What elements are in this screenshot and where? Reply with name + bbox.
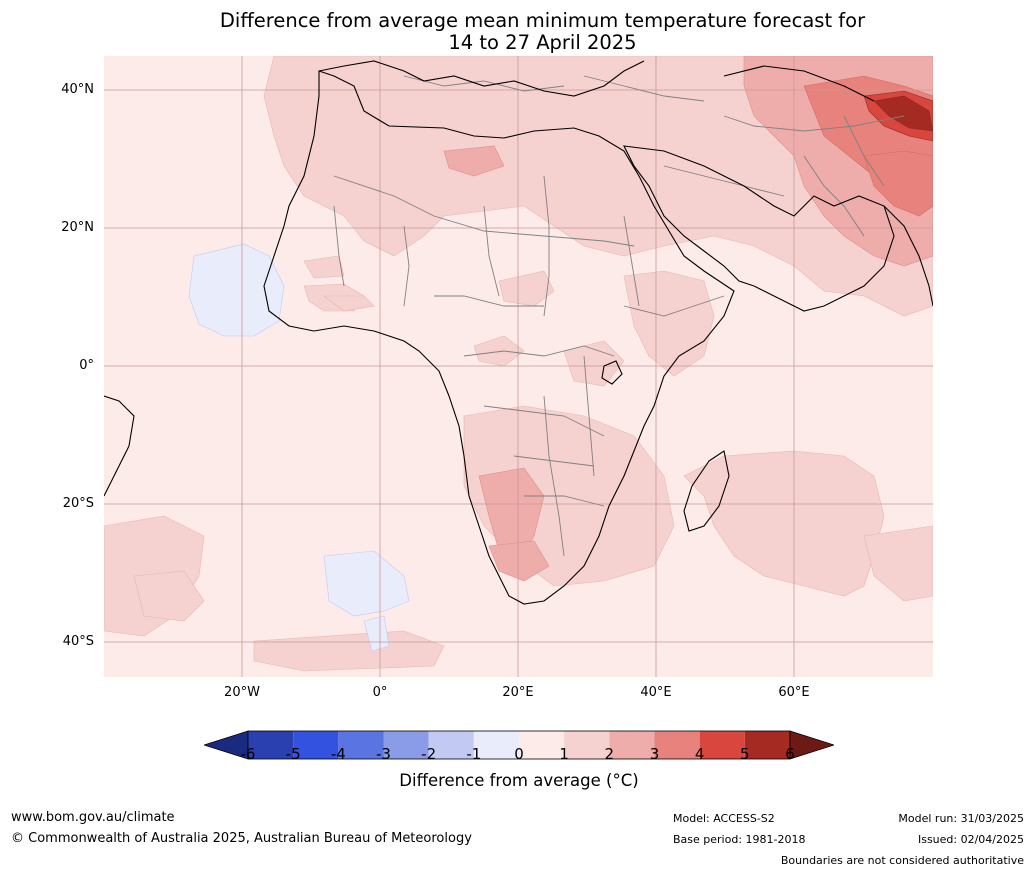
lon-label-20e: 20°E bbox=[502, 685, 534, 700]
colorbar-tick-label: -2 bbox=[421, 745, 437, 763]
colorbar-bin bbox=[564, 731, 610, 759]
footer-website: www.bom.gov.au/climate bbox=[11, 810, 175, 825]
colorbar bbox=[204, 730, 834, 760]
colorbar-bin bbox=[744, 731, 790, 759]
lat-label-0: 0° bbox=[79, 358, 94, 373]
lon-label-40e: 40°E bbox=[640, 685, 672, 700]
lon-label-20w: 20°W bbox=[224, 685, 260, 700]
graticule bbox=[104, 56, 933, 677]
map-panel bbox=[104, 56, 933, 677]
lat-label-40s: 40°S bbox=[62, 634, 94, 649]
colorbar-bin bbox=[519, 731, 565, 759]
colorbar-tick-label: 2 bbox=[604, 745, 615, 763]
colorbar-tick-label: 1 bbox=[559, 745, 569, 763]
footer-model-run: Model run: 31/03/2025 bbox=[898, 812, 1024, 825]
colorbar-bin bbox=[293, 731, 339, 759]
colorbar-tick-label: 4 bbox=[694, 745, 705, 763]
title-line-2: 14 to 27 April 2025 bbox=[448, 31, 637, 54]
colorbar-bin bbox=[654, 731, 700, 759]
colorbar-bin bbox=[428, 731, 474, 759]
colorbar-bin bbox=[248, 731, 294, 759]
lon-label-0: 0° bbox=[372, 685, 388, 700]
lat-label-40n: 40°N bbox=[61, 82, 94, 97]
colorbar-bin bbox=[473, 731, 519, 759]
colorbar-bin bbox=[383, 731, 429, 759]
coastlines bbox=[104, 60, 933, 605]
colorbar-label: Difference from average (°C) bbox=[399, 771, 639, 790]
colorbar-tick-label: -5 bbox=[285, 745, 301, 763]
country-borders bbox=[333, 75, 905, 557]
colorbar-bin bbox=[338, 731, 384, 759]
colorbar-tick-label: 3 bbox=[649, 745, 660, 763]
anomaly-negative-zones bbox=[188, 243, 410, 652]
title-line-1: Difference from average mean minimum tem… bbox=[219, 9, 866, 32]
colorbar-tick-label: -6 bbox=[240, 745, 256, 763]
lat-label-20n: 20°N bbox=[61, 220, 94, 235]
footer-issued: Issued: 02/04/2025 bbox=[917, 833, 1024, 846]
colorbar-tick-label: 6 bbox=[785, 745, 795, 763]
lon-label-60e: 60°E bbox=[778, 685, 810, 700]
colorbar-bin bbox=[699, 731, 745, 759]
colorbar-tick-label: 5 bbox=[740, 745, 750, 763]
anomaly-4-6-zones bbox=[863, 90, 933, 142]
footer-base-period: Base period: 1981-2018 bbox=[673, 833, 806, 846]
colorbar-bin bbox=[609, 731, 655, 759]
footer-disclaimer: Boundaries are not considered authoritat… bbox=[780, 854, 1024, 867]
colorbar-tick-label: -4 bbox=[330, 745, 346, 763]
colorbar-tick-label: -1 bbox=[466, 745, 482, 763]
colorbar-tick-label: -3 bbox=[376, 745, 391, 763]
footer-copyright: © Commonwealth of Australia 2025, Austra… bbox=[11, 831, 472, 846]
map-title: Difference from average mean minimum tem… bbox=[0, 10, 1035, 54]
colorbar-tick-label: 0 bbox=[514, 745, 524, 763]
footer-model: Model: ACCESS-S2 bbox=[673, 812, 775, 825]
colorbar-arrow-high bbox=[789, 730, 834, 760]
lat-label-20s: 20°S bbox=[62, 496, 94, 511]
